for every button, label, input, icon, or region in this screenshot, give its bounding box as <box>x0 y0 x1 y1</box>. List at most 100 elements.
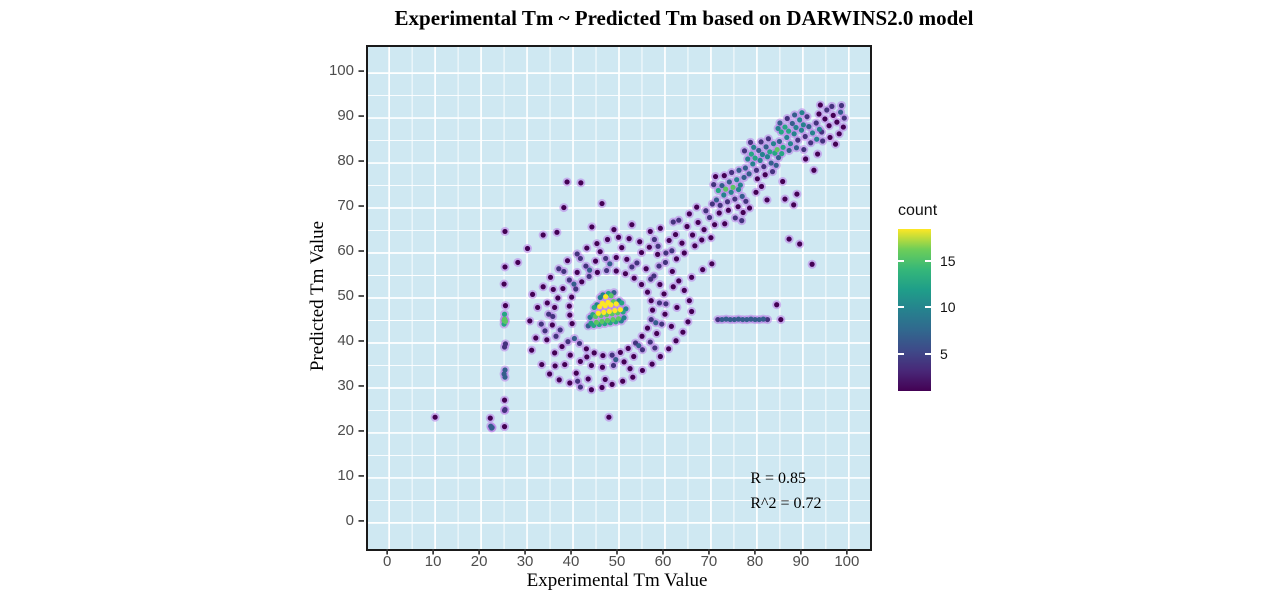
data-point <box>552 363 558 369</box>
data-point <box>784 115 790 122</box>
data-point <box>789 120 795 127</box>
data-point <box>681 287 687 293</box>
data-point <box>621 315 627 321</box>
data-point <box>583 346 589 352</box>
data-point <box>735 204 741 210</box>
data-point <box>577 255 583 262</box>
data-point <box>647 228 653 235</box>
data-point <box>695 219 701 226</box>
data-point <box>609 352 615 358</box>
data-point <box>589 224 595 230</box>
data-point <box>841 115 847 121</box>
data-point <box>599 200 605 207</box>
data-point <box>764 154 771 160</box>
data-point <box>649 361 655 367</box>
y-axis-tick-label: 10 <box>337 466 354 484</box>
data-point <box>560 285 566 292</box>
data-point <box>597 249 603 255</box>
x-axis-tick-label: 10 <box>424 553 442 570</box>
data-point <box>744 316 750 323</box>
data-point <box>502 264 508 270</box>
data-point <box>746 171 752 177</box>
data-point <box>542 328 548 334</box>
data-point <box>502 228 508 235</box>
data-point <box>604 236 611 243</box>
plot-area-svg <box>368 47 870 549</box>
data-point <box>649 307 656 313</box>
data-point <box>827 134 833 141</box>
data-point <box>829 103 835 109</box>
data-point <box>803 156 809 162</box>
data-point <box>679 240 685 246</box>
data-point <box>565 339 571 345</box>
y-axis-tick-label: 50 <box>337 287 354 304</box>
data-point <box>748 151 754 157</box>
data-point <box>712 173 719 180</box>
y-axis-tick-label: 60 <box>337 242 354 260</box>
stat-annotation: R = 0.85 <box>750 470 807 488</box>
data-point <box>561 204 567 211</box>
legend-tick-mark <box>925 259 931 262</box>
legend-title: count <box>898 202 938 219</box>
data-point <box>692 243 698 249</box>
data-point <box>709 261 715 267</box>
data-point <box>673 256 680 262</box>
data-point <box>540 284 546 290</box>
data-point <box>719 316 725 323</box>
data-point <box>686 298 692 304</box>
x-axis-title: Experimental Tm Value <box>526 570 708 591</box>
data-point <box>603 267 610 274</box>
data-point <box>784 134 790 141</box>
data-point <box>763 144 769 150</box>
data-point <box>501 281 507 287</box>
data-point <box>644 289 651 295</box>
legend-tick-mark <box>925 306 931 309</box>
data-point <box>653 320 659 326</box>
stat-annotation: R^2 = 0.72 <box>750 495 822 513</box>
data-point <box>655 243 661 249</box>
data-point <box>600 352 606 359</box>
y-axis-tick-label: 90 <box>337 107 354 125</box>
x-axis-tick-label: 0 <box>382 553 392 570</box>
data-point <box>584 245 590 251</box>
data-point <box>639 333 645 339</box>
data-point <box>612 307 618 314</box>
data-point <box>501 311 508 317</box>
data-point <box>546 311 552 317</box>
data-point <box>732 215 738 221</box>
data-point <box>573 370 579 376</box>
data-point <box>585 376 591 382</box>
data-point <box>826 123 832 129</box>
data-point <box>606 308 612 315</box>
data-point <box>569 321 575 327</box>
data-point <box>713 197 720 203</box>
data-point <box>711 182 717 188</box>
data-point <box>599 364 606 370</box>
data-point <box>670 284 676 290</box>
data-point <box>814 151 821 157</box>
data-point <box>610 316 616 323</box>
data-point <box>554 229 560 235</box>
data-point <box>638 281 645 288</box>
data-point <box>699 237 705 243</box>
y-axis-tick-label: 100 <box>328 62 354 80</box>
data-point <box>636 343 642 349</box>
data-point <box>661 291 667 297</box>
data-point <box>617 307 623 313</box>
data-point <box>721 192 727 198</box>
data-point <box>701 227 707 233</box>
plot-panel <box>366 45 872 551</box>
data-point <box>644 325 651 331</box>
data-point <box>657 281 663 288</box>
data-point <box>758 139 764 145</box>
data-point <box>767 149 773 155</box>
x-axis-tick-label: 40 <box>562 553 580 570</box>
data-point <box>561 268 567 275</box>
data-point <box>745 156 751 162</box>
data-point <box>609 381 615 387</box>
data-point <box>535 304 541 311</box>
legend-tick-label: 10 <box>940 299 956 316</box>
y-axis-tick-label: 30 <box>337 376 354 394</box>
data-point <box>583 263 589 269</box>
